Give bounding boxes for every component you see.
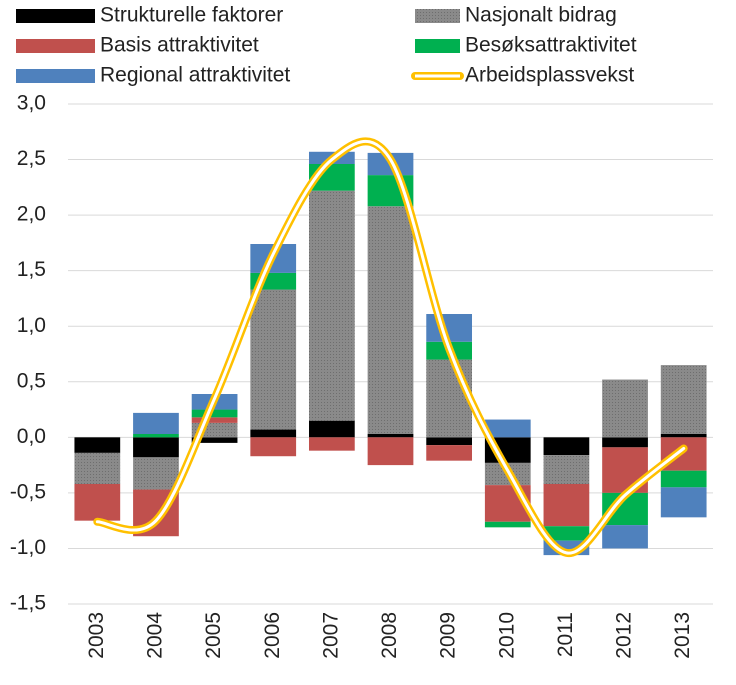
x-tick-label: 2003 [85,612,108,659]
bar-segment [367,437,414,466]
bar-segment [426,437,473,446]
x-tick-label: 2012 [613,612,636,659]
y-tick-label: -1,0 [10,536,46,559]
bar-segment [250,437,297,457]
bar-segment [426,359,473,438]
bar-segment [74,484,121,521]
legend-label: Arbeidsplassvekst [465,64,634,87]
legend-label: Nasjonalt bidrag [465,4,617,27]
bar-segment [484,419,531,438]
bar-segment [484,521,531,528]
bar-segment [602,525,648,549]
y-tick-label: 2,0 [17,203,46,226]
bar-segment [367,434,414,438]
bar-segment [308,437,355,451]
bar-segment [660,434,707,438]
bar-segment [74,437,121,453]
legend-label: Regional attraktivitet [100,64,290,87]
y-tick-label: 1,0 [17,314,46,337]
legend-label: Strukturelle faktorer [100,4,283,27]
bar-segment [602,437,648,448]
y-tick-label: 3,0 [17,92,46,115]
x-tick-label: 2011 [554,612,577,657]
line-inner [95,139,686,555]
bar-segment [250,289,297,430]
y-tick-label: -1,5 [10,592,46,615]
x-tick-label: 2013 [671,612,694,659]
legend-label: Basis attraktivitet [100,34,259,57]
y-tick-label: 0,0 [17,425,46,448]
y-tick-label: 0,5 [17,369,46,392]
legend-label: Besøksattraktivitet [465,34,637,57]
x-tick-label: 2007 [319,612,342,659]
bar-segment [367,206,414,434]
bar-segment [543,484,590,527]
y-tick-label: -0,5 [10,480,46,503]
bar-segment [543,455,590,484]
legend-swatch [16,69,95,83]
legend-swatch [415,39,460,53]
x-tick-label: 2006 [261,612,284,659]
bar-segment [308,420,355,438]
y-tick-label: 1,5 [17,258,46,281]
bar-segment [426,445,473,461]
bar-segment [191,417,238,423]
bar-segment [133,457,179,490]
x-tick-label: 2010 [495,612,518,659]
bar-segment [543,526,590,541]
y-tick-label: 2,5 [17,147,46,170]
x-tick-label: 2005 [202,612,225,659]
legend-swatch [16,9,95,23]
legend-swatch [16,39,95,53]
bar-segment [133,437,179,458]
bar-segment [133,412,179,434]
bar-segment [543,437,590,456]
bar-segment [660,487,707,518]
x-tick-label: 2004 [144,612,167,659]
x-tick-label: 2009 [437,612,460,659]
legend-swatch [415,9,460,23]
bar-segment [191,437,238,443]
x-tick-label: 2008 [378,612,401,659]
bar-segment [250,429,297,438]
bar-segment [191,409,238,418]
bar-segment [133,434,179,438]
bar-segment [602,379,648,438]
bar-segment [660,470,707,488]
bar-segment [74,452,121,484]
bar-segment [308,190,355,421]
bar-segment [660,365,707,434]
